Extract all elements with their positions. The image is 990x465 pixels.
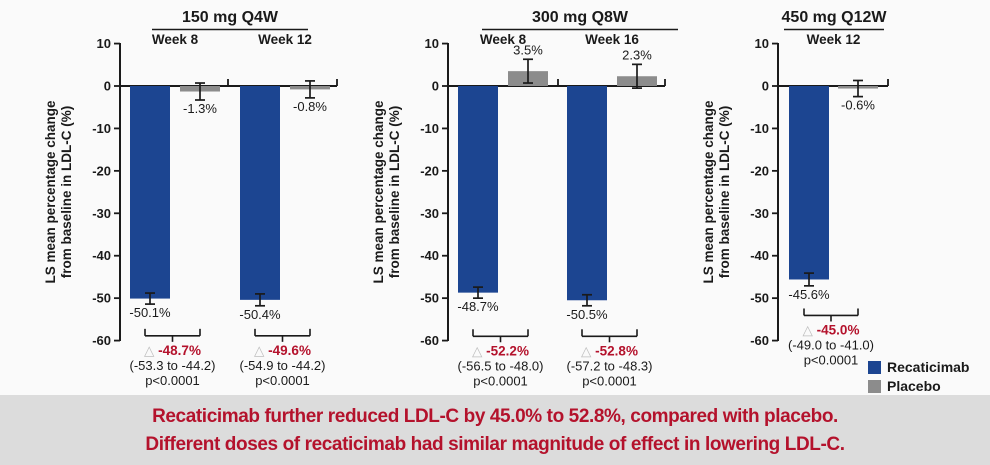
difference-ci: (-53.3 to -44.2) (130, 358, 216, 373)
week-label-week-8: Week 8 (152, 32, 199, 47)
difference-bracket (803, 308, 859, 322)
difference-ci: (-56.5 to -48.0) (458, 358, 544, 373)
legend: Recaticimab Placebo (868, 359, 969, 394)
difference-bracket (581, 329, 638, 343)
difference-p-value: p<0.0001 (582, 373, 637, 388)
y-tick-label: -30 (92, 206, 111, 221)
y-tick-label: -30 (420, 206, 439, 221)
bar-value-label: 3.5% (513, 42, 543, 57)
error-bar (632, 63, 642, 89)
legend-label-placebo: Placebo (887, 378, 941, 394)
y-tick-label: -20 (420, 163, 439, 178)
y-tick-label: -10 (420, 121, 439, 136)
week-label-week-12: Week 12 (807, 32, 861, 47)
panel-title: 300 mg Q8W (532, 9, 629, 26)
panel-title: 450 mg Q12W (782, 9, 888, 26)
bar-value-label: -50.5% (566, 307, 608, 322)
y-tick-label: -10 (92, 121, 111, 136)
difference-value: △ -49.6% (254, 343, 311, 358)
legend-label-recaticimab: Recaticimab (887, 359, 970, 375)
difference-value: △ -52.2% (472, 343, 529, 358)
summary-banner: Recaticimab further reduced LDL-C by 45.… (0, 395, 990, 465)
difference-p-value: p<0.0001 (473, 373, 528, 388)
y-tick-label: -60 (92, 333, 111, 348)
error-bar (523, 58, 533, 84)
recaticimab-swatch (868, 360, 881, 374)
y-tick-label: -10 (750, 121, 769, 136)
bar-value-label: -48.7% (457, 299, 499, 314)
panel-300-mg-q8w: 300 mg Q8W LS mean percentage change from … (371, 9, 678, 388)
week-label-week-8: Week 8 (480, 32, 527, 47)
difference-value: △ -45.0% (803, 322, 860, 337)
difference-ci: (-54.9 to -44.2) (240, 358, 326, 373)
difference-ci: (-49.0 to -41.0) (788, 337, 874, 352)
error-bar (195, 82, 205, 101)
y-tick-label: -50 (420, 291, 439, 306)
bar-recaticimab-week-8 (130, 86, 170, 299)
difference-p-value: p<0.0001 (804, 352, 859, 367)
y-tick-label: -50 (92, 291, 111, 306)
bar-value-label: -0.8% (293, 99, 327, 114)
y-axis-label-line-2: from baseline in LDL-C (%) (59, 106, 74, 279)
error-bar (473, 286, 483, 299)
error-bar (853, 79, 863, 98)
error-bar (305, 80, 315, 99)
bar-value-label: -1.3% (183, 101, 217, 116)
placebo-swatch (868, 379, 881, 393)
y-tick-label: 0 (432, 79, 439, 94)
bar-value-label: -50.4% (239, 307, 281, 322)
y-axis-label-line-1: LS mean percentage change (371, 100, 386, 284)
y-axis-label-line-1: LS mean percentage change (43, 100, 58, 284)
y-tick-label: 10 (425, 36, 439, 51)
difference-bracket (472, 329, 529, 343)
week-label-week-12: Week 12 (258, 32, 312, 47)
error-bar (145, 292, 155, 305)
y-tick-label: 10 (97, 36, 111, 51)
y-axis-label-line-1: LS mean percentage change (701, 100, 716, 284)
legend-item-placebo: Placebo (868, 378, 969, 394)
bar-recaticimab-week-12 (789, 86, 829, 280)
panel-450-mg-q12w: 450 mg Q12W LS mean percentage change from… (701, 9, 889, 367)
legend-item-recaticimab: Recaticimab (868, 359, 969, 375)
y-tick-label: -20 (92, 163, 111, 178)
difference-bracket (144, 328, 201, 342)
y-tick-label: -60 (420, 333, 439, 348)
difference-value: △ -48.7% (144, 343, 201, 358)
y-axis-label-line-2: from baseline in LDL-C (%) (387, 106, 402, 279)
bar-recaticimab-week-8 (458, 86, 498, 293)
y-tick-label: -40 (92, 248, 111, 263)
error-bar (804, 272, 814, 287)
y-axis-label-line-2: from baseline in LDL-C (%) (717, 106, 732, 279)
y-tick-label: -20 (750, 163, 769, 178)
bar-value-label: -45.6% (788, 287, 830, 302)
bar-value-label: -50.1% (129, 305, 171, 320)
bar-recaticimab-week-12 (240, 86, 280, 300)
week-label-week-16: Week 16 (585, 32, 639, 47)
panel-150-mg-q4w: 150 mg Q4W LS mean percentage change from … (43, 9, 338, 388)
difference-p-value: p<0.0001 (255, 373, 310, 388)
panel-title: 150 mg Q4W (182, 9, 279, 26)
difference-bracket (254, 328, 311, 342)
y-tick-label: -50 (750, 291, 769, 306)
y-tick-label: 0 (104, 79, 111, 94)
ldl-c-bar-charts: 150 mg Q4W LS mean percentage change from … (43, 9, 889, 388)
difference-value: △ -52.8% (581, 343, 638, 358)
y-tick-label: 10 (755, 36, 769, 51)
difference-p-value: p<0.0001 (145, 373, 200, 388)
y-tick-label: 0 (762, 79, 769, 94)
bar-recaticimab-week-16 (567, 86, 607, 301)
bar-value-label: 2.3% (622, 47, 652, 62)
y-tick-label: -60 (750, 333, 769, 348)
y-tick-label: -40 (750, 248, 769, 263)
error-bar (255, 293, 265, 307)
y-tick-label: -30 (750, 206, 769, 221)
summary-line-1: Recaticimab further reduced LDL-C by 45.… (152, 405, 838, 427)
difference-ci: (-57.2 to -48.3) (567, 358, 653, 373)
y-tick-label: -40 (420, 248, 439, 263)
summary-line-2: Different doses of recaticimab had simil… (145, 433, 845, 455)
error-bar (582, 293, 592, 307)
bar-value-label: -0.6% (841, 98, 875, 113)
